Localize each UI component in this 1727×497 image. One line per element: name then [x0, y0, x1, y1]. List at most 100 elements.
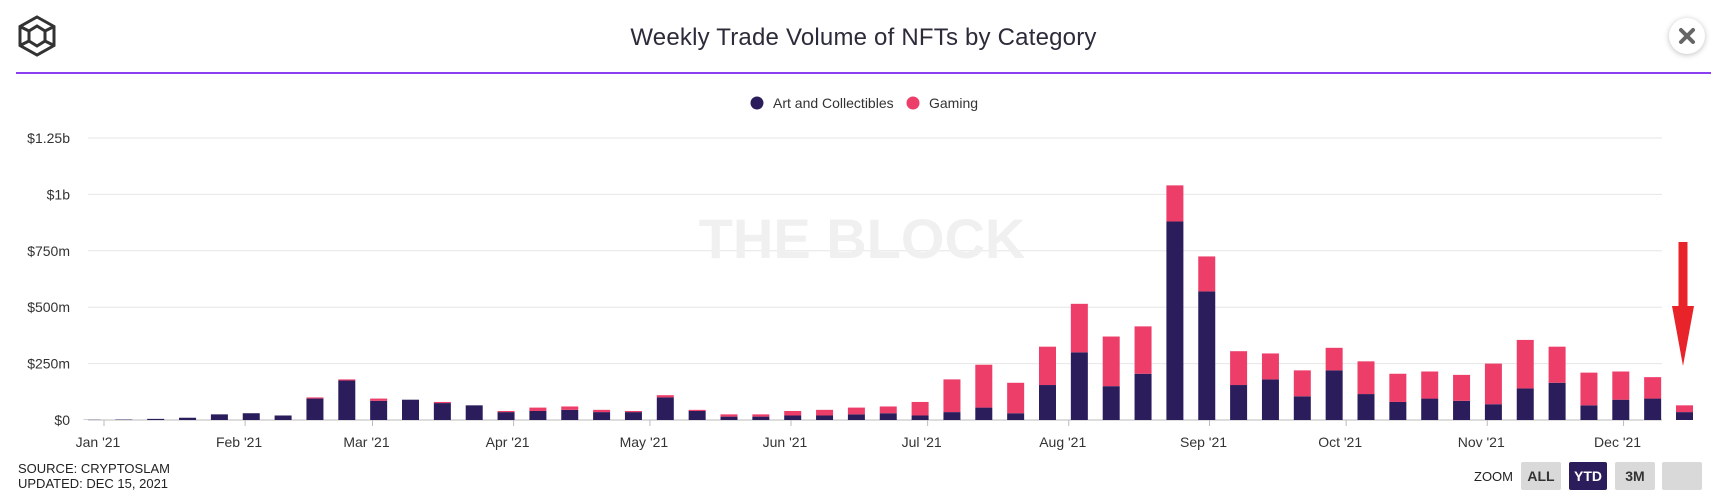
- bar-gaming: [1580, 372, 1598, 406]
- updated-text: UPDATED: DEC 15, 2021: [18, 476, 169, 491]
- bar-gaming: [1134, 326, 1152, 374]
- bar-gaming: [338, 379, 356, 381]
- bar-art-collectibles: [1389, 401, 1407, 420]
- bar-art-collectibles: [210, 414, 228, 420]
- bar-art-collectibles: [179, 417, 197, 420]
- bar-gaming: [1676, 405, 1693, 413]
- y-tick-label: $1b: [47, 186, 71, 202]
- bar-art-collectibles: [306, 398, 324, 420]
- bar-art-collectibles: [561, 409, 579, 420]
- bar-art-collectibles: [1102, 386, 1120, 420]
- bar-art-collectibles: [402, 399, 419, 420]
- bar-art-collectibles: [816, 415, 834, 420]
- bar-art-collectibles: [911, 415, 929, 420]
- x-tick-label: Nov '21: [1458, 434, 1505, 450]
- legend-label[interactable]: Gaming: [929, 95, 978, 111]
- y-tick-label: $750m: [27, 243, 70, 259]
- annotation-arrow-head: [1672, 306, 1694, 366]
- x-tick-label: Dec '21: [1594, 434, 1641, 450]
- bar-art-collectibles: [497, 412, 515, 420]
- close-button[interactable]: [1669, 18, 1705, 54]
- y-tick-label: $250m: [27, 356, 70, 372]
- bar-gaming: [943, 379, 961, 413]
- bar-gaming: [911, 401, 929, 416]
- bar-gaming: [1293, 370, 1311, 397]
- y-tick-label: $500m: [27, 299, 70, 315]
- bar-art-collectibles: [1357, 394, 1375, 420]
- bar-art-collectibles: [847, 414, 865, 420]
- bar-gaming: [1325, 347, 1343, 371]
- x-tick-label: May '21: [620, 434, 669, 450]
- bar-gaming: [370, 398, 388, 401]
- y-tick-label: $0: [54, 412, 70, 428]
- bar-art-collectibles: [370, 400, 388, 420]
- bar-gaming: [1007, 382, 1025, 414]
- source-note: SOURCE: CRYPTOSLAM UPDATED: DEC 15, 2021: [18, 461, 170, 491]
- x-tick-label: Aug '21: [1039, 434, 1086, 450]
- bar-gaming: [1198, 256, 1216, 292]
- bar-art-collectibles: [1325, 370, 1343, 420]
- bar-gaming: [975, 364, 993, 408]
- bar-gaming: [1516, 339, 1534, 389]
- bar-gaming: [720, 414, 738, 417]
- bar-art-collectibles: [465, 405, 483, 420]
- bar-gaming: [688, 409, 706, 411]
- bar-gaming: [561, 406, 579, 410]
- legend-label[interactable]: Art and Collectibles: [773, 95, 894, 111]
- bar-art-collectibles: [1453, 400, 1471, 420]
- bar-art-collectibles: [1484, 404, 1502, 420]
- bar-gaming: [433, 401, 451, 404]
- zoom-all-button[interactable]: ALL: [1521, 462, 1561, 490]
- zoom-ytd-button[interactable]: YTD: [1569, 462, 1607, 490]
- bar-art-collectibles: [752, 416, 770, 420]
- source-text: SOURCE: CRYPTOSLAM: [18, 461, 170, 476]
- bar-gaming: [1612, 371, 1630, 400]
- bar-art-collectibles: [433, 403, 451, 420]
- chart-area: $0 $250m $500m $750m $1b $1.25b THE BLOCK Art a…: [27, 95, 1694, 450]
- bar-art-collectibles: [1166, 221, 1184, 420]
- bar-gaming: [593, 409, 611, 413]
- header: Weekly Trade Volume of NFTs by Category: [0, 0, 1727, 74]
- bar-art-collectibles: [1612, 399, 1630, 420]
- bar-gaming: [497, 410, 515, 413]
- bar-gaming: [1453, 374, 1471, 401]
- bar-art-collectibles: [784, 415, 802, 420]
- bar-gaming: [1357, 361, 1375, 395]
- bar-art-collectibles: [1516, 388, 1534, 420]
- bar-gaming: [1230, 351, 1248, 386]
- bar-gaming: [306, 397, 324, 399]
- bar-art-collectibles: [529, 410, 547, 420]
- close-icon: [1679, 28, 1695, 44]
- zoom-extra-button[interactable]: [1662, 462, 1702, 490]
- bar-art-collectibles: [975, 407, 993, 420]
- bar-gaming: [1421, 371, 1439, 399]
- bar-gaming: [1039, 346, 1056, 386]
- bar-art-collectibles: [1070, 352, 1088, 420]
- bar-art-collectibles: [688, 410, 706, 420]
- bar-gaming: [1644, 377, 1662, 399]
- bar-art-collectibles: [274, 415, 292, 420]
- cube-logo-icon: [18, 15, 56, 57]
- x-tick-label: Jun '21: [763, 434, 808, 450]
- x-tick-label: Oct '21: [1318, 434, 1362, 450]
- bar-art-collectibles: [147, 418, 165, 420]
- bar-gaming: [1166, 185, 1184, 222]
- bar-art-collectibles: [1230, 385, 1248, 420]
- bar-art-collectibles: [1293, 396, 1311, 420]
- bar-art-collectibles: [593, 412, 611, 420]
- bar-art-collectibles: [1134, 373, 1152, 420]
- bar-gaming: [529, 407, 547, 411]
- legend-marker: [750, 96, 764, 110]
- zoom-label: ZOOM: [1474, 469, 1513, 484]
- bar-gaming: [1070, 303, 1088, 353]
- bar-art-collectibles: [1644, 398, 1662, 420]
- bar-gaming: [1261, 353, 1279, 380]
- bar-art-collectibles: [1421, 398, 1439, 420]
- zoom-3m-button[interactable]: 3M: [1615, 462, 1655, 490]
- x-tick-label: Sep '21: [1180, 434, 1227, 450]
- y-tick-label: $1.25b: [27, 130, 70, 146]
- header-divider: [16, 72, 1711, 74]
- bar-art-collectibles: [879, 413, 897, 420]
- bar-art-collectibles: [1007, 413, 1025, 420]
- bar-art-collectibles: [1548, 382, 1566, 420]
